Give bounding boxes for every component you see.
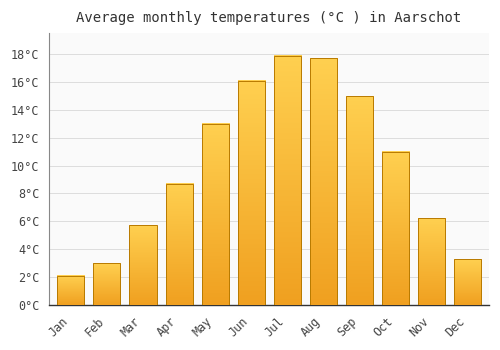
Bar bbox=[130, 225, 156, 305]
Bar bbox=[418, 218, 445, 305]
Bar bbox=[274, 56, 300, 305]
Bar bbox=[346, 96, 372, 305]
Bar bbox=[310, 58, 336, 305]
Bar bbox=[58, 275, 84, 305]
Bar bbox=[202, 124, 228, 305]
Bar bbox=[238, 80, 264, 305]
Bar bbox=[94, 263, 120, 305]
Bar bbox=[166, 184, 192, 305]
Title: Average monthly temperatures (°C ) in Aarschot: Average monthly temperatures (°C ) in Aa… bbox=[76, 11, 462, 25]
Bar bbox=[454, 259, 481, 305]
Bar bbox=[382, 152, 408, 305]
